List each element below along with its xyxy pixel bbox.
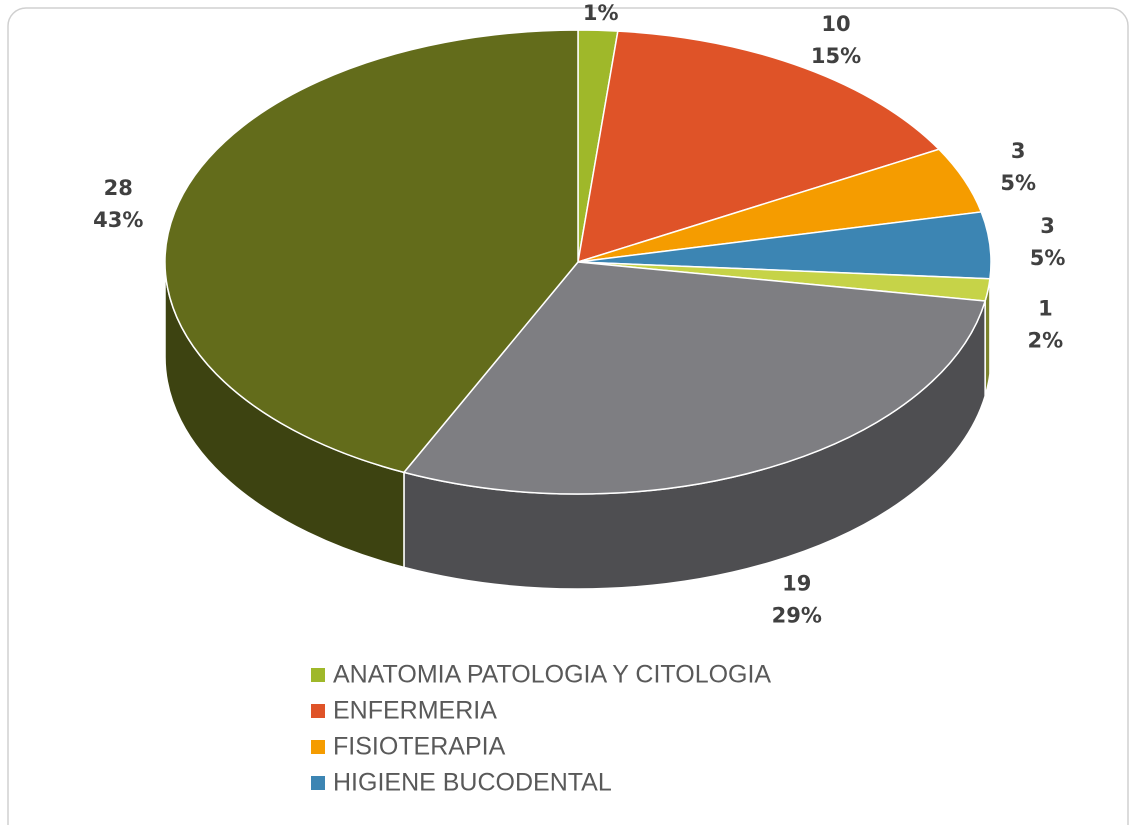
slice xyxy=(402,261,987,495)
legend-label: ANATOMIA PATOLOGIA Y CITOLOGIA xyxy=(333,661,771,689)
data-label: 10 xyxy=(821,12,850,36)
data-label: 3 xyxy=(1011,139,1026,163)
data-label-percent: 2% xyxy=(1028,328,1064,352)
data-label-percent: 5% xyxy=(1030,246,1066,270)
legend-label: HIGIENE BUCODENTAL xyxy=(333,769,612,797)
data-label: 28 xyxy=(104,176,133,200)
legend-label: FISIOTERAPIA xyxy=(333,733,506,761)
data-label: 1 xyxy=(1038,296,1053,320)
slice xyxy=(577,30,941,264)
slice xyxy=(164,29,579,474)
legend-swatch xyxy=(311,668,325,682)
data-label-percent: 29% xyxy=(772,603,822,627)
data-label: 19 xyxy=(782,571,811,595)
legend-swatch xyxy=(311,704,325,718)
legend-swatch xyxy=(311,740,325,754)
data-label-percent: 43% xyxy=(93,208,143,232)
legend-label: ENFERMERIA xyxy=(333,697,497,725)
data-label-percent: 15% xyxy=(811,44,861,68)
data-label-percent: 1% xyxy=(583,1,619,25)
legend-swatch xyxy=(311,776,325,790)
data-label-percent: 5% xyxy=(1000,171,1036,195)
data-label: 3 xyxy=(1040,214,1055,238)
